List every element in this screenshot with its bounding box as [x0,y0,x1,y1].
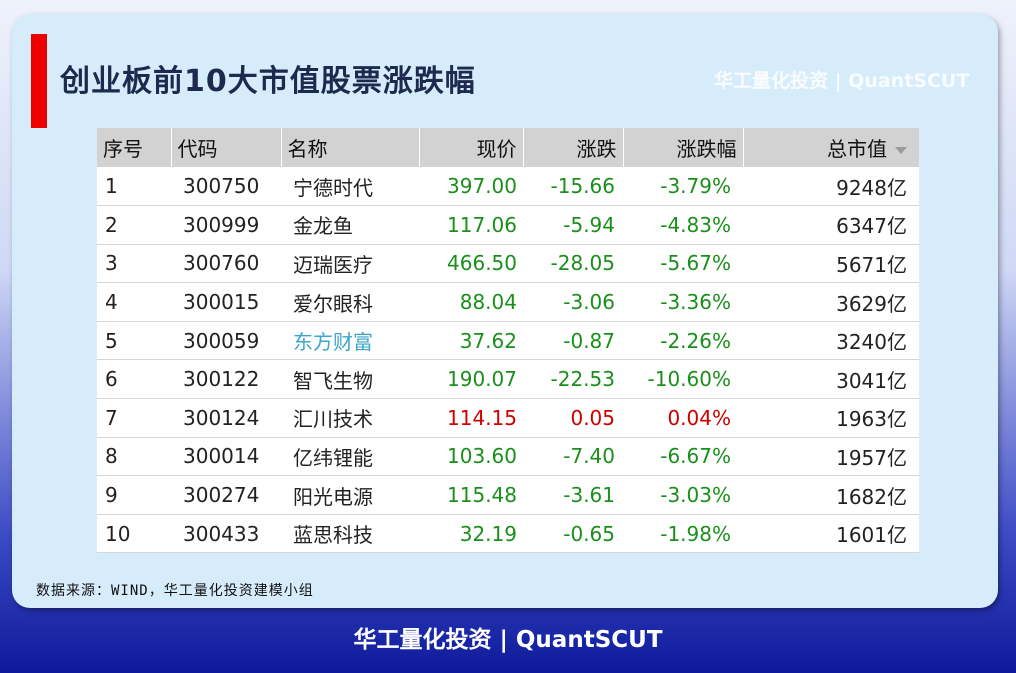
cell-code: 300015 [171,282,281,322]
table-row[interactable]: 9 300274 阳光电源 115.48 -3.61 -3.03% 1682亿 [97,475,919,515]
cell-cap: 1957亿 [743,437,919,477]
table-header-row: 序号 代码 名称 现价 涨跌 涨跌幅 总市值 [97,128,919,167]
cell-code: 300059 [171,321,281,361]
table-row[interactable]: 4 300015 爱尔眼科 88.04 -3.06 -3.36% 3629亿 [97,282,919,322]
table-row[interactable]: 2 300999 金龙鱼 117.06 -5.94 -4.83% 6347亿 [97,205,919,245]
cell-cap: 1963亿 [743,398,919,438]
table-row[interactable]: 10 300433 蓝思科技 32.19 -0.65 -1.98% 1601亿 [97,514,919,554]
data-source-note: 数据来源：WIND，华工量化投资建模小组 [36,583,314,599]
cell-code: 300999 [171,205,281,245]
cell-pct: -3.79% [623,167,743,207]
cell-name: 智飞生物 [281,359,419,400]
cell-cap: 3629亿 [743,282,919,322]
table-row[interactable]: 6 300122 智飞生物 190.07 -22.53 -10.60% 3041亿 [97,359,919,400]
cell-price: 466.50 [419,244,523,284]
cell-change: -3.61 [523,475,623,515]
table-row[interactable]: 7 300124 汇川技术 114.15 0.05 0.04% 1963亿 [97,398,919,438]
cell-price: 88.04 [419,282,523,322]
cell-change: -3.06 [523,282,623,322]
footer-brand: 华工量化投资 | QuantSCUT [353,627,663,653]
cell-pct: -6.67% [623,437,743,477]
cell-code: 300124 [171,398,281,438]
cell-seq: 4 [97,282,171,322]
cell-change: -5.94 [523,205,623,245]
cell-seq: 9 [97,475,171,515]
cell-cap: 6347亿 [743,205,919,245]
cell-code: 300433 [171,514,281,554]
sort-desc-icon[interactable] [895,147,907,154]
cell-code: 300750 [171,167,281,207]
table-row[interactable]: 1 300750 宁德时代 397.00 -15.66 -3.79% 9248亿 [97,167,919,207]
stock-table: 序号 代码 名称 现价 涨跌 涨跌幅 总市值 1 300750 宁德时代 397.00… [97,128,919,554]
cell-name: 宁德时代 [281,167,419,207]
cell-cap: 3041亿 [743,359,919,400]
watermark: 华工量化投资 | QuantSCUT [714,70,970,92]
cell-pct: -4.83% [623,205,743,245]
cell-pct: 0.04% [623,398,743,438]
cell-seq: 5 [97,321,171,361]
cell-name: 阳光电源 [281,475,419,515]
cell-pct: -2.26% [623,321,743,361]
cell-pct: -10.60% [623,359,743,400]
cell-name-link[interactable]: 东方财富 [281,321,419,361]
cell-price: 32.19 [419,514,523,554]
cell-name: 金龙鱼 [281,205,419,245]
cell-seq: 3 [97,244,171,284]
cell-seq: 6 [97,359,171,400]
header-change[interactable]: 涨跌 [523,128,624,167]
cell-cap: 5671亿 [743,244,919,284]
header-code[interactable]: 代码 [171,128,282,167]
cell-change: -7.40 [523,437,623,477]
cell-change: -28.05 [523,244,623,284]
cell-change: -22.53 [523,359,623,400]
cell-price: 37.62 [419,321,523,361]
cell-price: 115.48 [419,475,523,515]
stock-table-container: 序号 代码 名称 现价 涨跌 涨跌幅 总市值 1 300750 宁德时代 397.00… [97,128,919,554]
page-title: 创业板前10大市值股票涨跌幅 [60,64,476,99]
cell-pct: -5.67% [623,244,743,284]
cell-code: 300014 [171,437,281,477]
table-row[interactable]: 5 300059 东方财富 37.62 -0.87 -2.26% 3240亿 [97,321,919,361]
cell-cap: 1601亿 [743,514,919,554]
cell-price: 190.07 [419,359,523,400]
cell-cap: 9248亿 [743,167,919,207]
cell-cap: 1682亿 [743,475,919,515]
header-pct[interactable]: 涨跌幅 [623,128,744,167]
cell-cap: 3240亿 [743,321,919,361]
cell-name: 蓝思科技 [281,514,419,554]
cell-name: 汇川技术 [281,398,419,438]
cell-change: -0.87 [523,321,623,361]
cell-pct: -3.36% [623,282,743,322]
cell-pct: -3.03% [623,475,743,515]
header-seq[interactable]: 序号 [97,128,172,167]
cell-change: -15.66 [523,167,623,207]
cell-change: -0.65 [523,514,623,554]
cell-price: 117.06 [419,205,523,245]
header-price[interactable]: 现价 [419,128,524,167]
cell-seq: 7 [97,398,171,438]
cell-seq: 8 [97,437,171,477]
table-row[interactable]: 3 300760 迈瑞医疗 466.50 -28.05 -5.67% 5671亿 [97,244,919,284]
cell-code: 300760 [171,244,281,284]
cell-price: 103.60 [419,437,523,477]
cell-code: 300274 [171,475,281,515]
cell-price: 114.15 [419,398,523,438]
cell-change: 0.05 [523,398,623,438]
header-cap[interactable]: 总市值 [743,128,919,167]
header-name[interactable]: 名称 [281,128,420,167]
cell-code: 300122 [171,359,281,400]
cell-seq: 10 [97,514,171,554]
title-accent-bar [31,34,47,128]
cell-name: 亿纬锂能 [281,437,419,477]
header-cap-label: 总市值 [827,137,887,161]
cell-seq: 2 [97,205,171,245]
cell-price: 397.00 [419,167,523,207]
cell-pct: -1.98% [623,514,743,554]
cell-seq: 1 [97,167,171,207]
cell-name: 爱尔眼科 [281,282,419,322]
cell-name: 迈瑞医疗 [281,244,419,284]
table-row[interactable]: 8 300014 亿纬锂能 103.60 -7.40 -6.67% 1957亿 [97,437,919,477]
